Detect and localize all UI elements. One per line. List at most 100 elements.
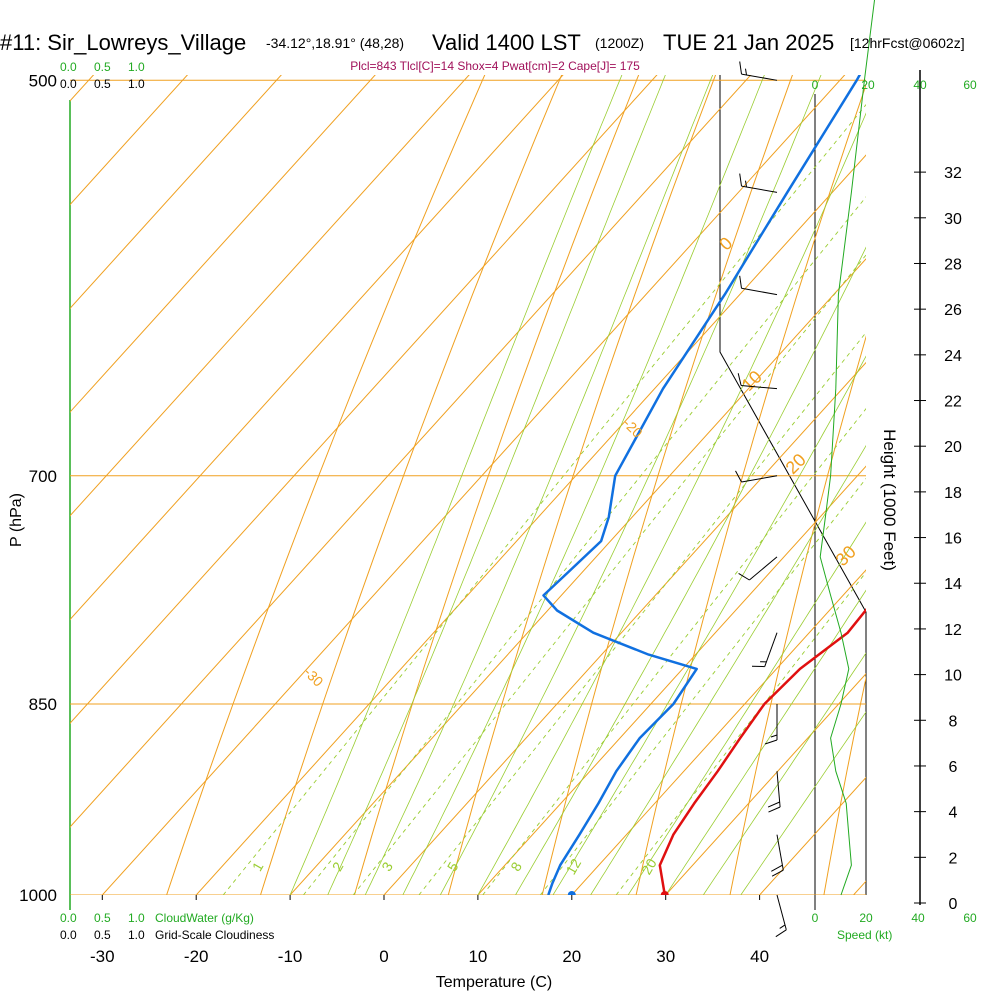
moist-adiabat-line [702, 652, 866, 895]
speed-bottom-3: 60 [963, 911, 977, 925]
bottom-green-scale-1: 0.5 [94, 911, 111, 925]
temperature-tick-label: 10 [468, 947, 487, 966]
dry-adiabat-line [823, 675, 866, 895]
top-green-scale-0: 0.0 [60, 60, 77, 74]
wind-barb-full [764, 739, 778, 745]
height-tick-label: 28 [944, 257, 962, 274]
isotherm-line [759, 776, 866, 895]
moist-adiabat-line [289, 75, 623, 895]
height-tick-label: 0 [949, 896, 958, 913]
station-coords: -34.12°,18.91° (48,28) [266, 35, 404, 51]
temperature-tick-label: 40 [750, 947, 769, 966]
zulu-time: (1200Z) [595, 35, 644, 51]
dry-adiabat-line [260, 75, 563, 895]
isotherm-label: -30 [301, 664, 327, 690]
height-tick-label: 14 [944, 576, 962, 593]
wind-barb [775, 894, 787, 938]
axes: 2503004005007008501000-30-20-10010203040… [19, 71, 962, 966]
wind-barb [739, 173, 778, 193]
wind-barb-full [735, 470, 742, 483]
bottom-black-scale-2: 1.0 [128, 928, 145, 942]
wind-barb [751, 632, 778, 668]
height-tick-label: 8 [949, 713, 958, 730]
bottom-black-scale-1: 0.5 [94, 928, 111, 942]
wind-barb [738, 556, 778, 581]
isotherm-line [853, 880, 866, 895]
wind-barb-full [771, 864, 783, 872]
height-tick-label: 16 [944, 531, 962, 548]
mixing-ratio-line [222, 103, 866, 895]
isotherm-line [70, 75, 658, 724]
wind-barb [767, 771, 781, 813]
height-tick-label: 10 [944, 668, 962, 685]
bottom-green-scale-2: 1.0 [128, 911, 145, 925]
wind-barb-staff [741, 185, 778, 193]
height-tick-label: 4 [949, 805, 958, 822]
moist-adiabat-line [402, 75, 765, 895]
moist-adiabat-line [627, 521, 866, 895]
moist-adiabat-line [364, 75, 714, 895]
mixing-ratio-line [303, 196, 866, 895]
isotherm-line [383, 361, 866, 895]
mixing-ratio-label: 8 [507, 859, 525, 874]
surface-temperature-dot [660, 891, 669, 895]
dry-adiabat-line [541, 75, 793, 895]
isotherm-line [70, 75, 564, 621]
wind-panel [735, 0, 876, 938]
isotherm-line [70, 75, 376, 413]
moist-adiabat-line [327, 75, 666, 895]
pressure-tick-label: 700 [29, 467, 57, 486]
mixing-ratio-label: 3 [378, 859, 396, 874]
wind-barb-full [767, 801, 780, 808]
pressure-tick-label: 1000 [19, 886, 57, 905]
wind-barb-full [737, 373, 742, 386]
height-tick-label: 20 [944, 439, 962, 456]
isotherm-line [571, 569, 866, 895]
speed-top-3: 60 [963, 78, 977, 92]
pressure-tick-label: 500 [29, 71, 57, 90]
x-axis-title: Temperature (C) [436, 974, 552, 991]
height-tick-label: 18 [944, 485, 962, 502]
wind-barb-full [768, 806, 781, 813]
wind-barb-staff [776, 771, 781, 808]
mixing-ratio-label: 1 [249, 859, 267, 874]
speed-top-1: 20 [861, 78, 875, 92]
wind-barb-half [779, 924, 786, 929]
bottom-green-scale-0: 0.0 [60, 911, 77, 925]
height-tick-label: 26 [944, 302, 962, 319]
background-grid [70, 75, 866, 895]
temperature-tick-label: 20 [562, 947, 581, 966]
moist-adiabat-line [740, 711, 866, 895]
stability-indices: Plcl=843 Tlcl[C]=14 Shox=4 Pwat[cm]=2 Ca… [350, 59, 640, 73]
moist-adiabat-line [515, 246, 866, 895]
wind-barb-full [739, 61, 742, 75]
speed-top-2: 40 [913, 78, 927, 92]
moist-adiabat-line [552, 355, 866, 895]
wind-barb-full [775, 929, 787, 938]
temperature-tick-label: -20 [184, 947, 209, 966]
wind-barb-staff [749, 556, 778, 581]
wind-barb-staff [776, 834, 784, 871]
wind-barb [771, 834, 784, 877]
cloudiness-label: Grid-Scale Cloudiness [155, 928, 274, 942]
top-black-scale-2: 1.0 [128, 77, 145, 91]
surface-dewpoint-dot [567, 891, 576, 895]
wind-barb-full [739, 275, 742, 289]
wind-barb [739, 275, 778, 296]
moist-adiabat-line [590, 444, 866, 895]
speed-bottom-1: 20 [859, 911, 873, 925]
wind-barb-half [745, 180, 747, 187]
pressure-tick-label: 850 [29, 695, 57, 714]
dry-adiabat-line [729, 335, 866, 895]
dry-adiabat-line [635, 83, 866, 895]
mixing-ratio-label: 20 [638, 856, 660, 878]
isotherm-line [195, 154, 866, 895]
bottom-black-scale-0: 0.0 [60, 928, 77, 942]
wind-barb-full [738, 572, 750, 581]
wind-barb-half [745, 68, 747, 75]
forecast-tag: [12hrFcst@0602z] [850, 35, 965, 51]
height-tick-label: 32 [944, 165, 962, 182]
mixing-ratio-line [539, 477, 866, 895]
profile-lines [542, 75, 866, 895]
